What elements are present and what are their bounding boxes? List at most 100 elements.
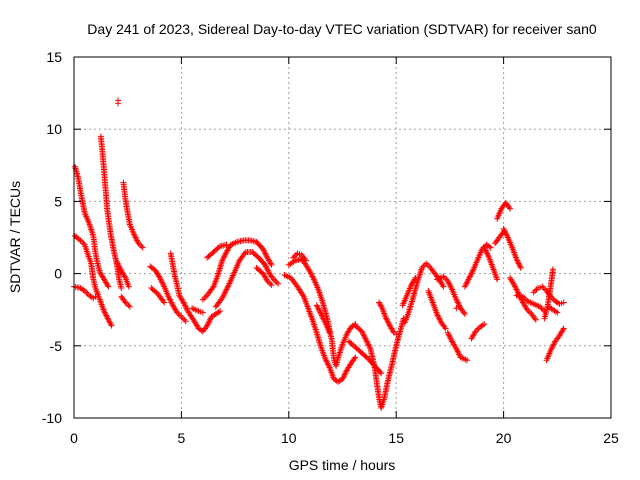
data-point bbox=[202, 293, 209, 300]
data-point bbox=[183, 305, 190, 312]
data-point bbox=[512, 285, 519, 292]
data-point bbox=[315, 305, 322, 312]
data-point bbox=[511, 282, 518, 289]
data-point bbox=[76, 236, 83, 243]
y-tick-label: -5 bbox=[50, 338, 63, 354]
data-point bbox=[505, 204, 512, 211]
data-point bbox=[222, 287, 229, 294]
data-point bbox=[181, 302, 188, 309]
data-point bbox=[133, 235, 140, 242]
data-point bbox=[504, 233, 511, 240]
data-point bbox=[223, 241, 230, 248]
data-point bbox=[102, 311, 109, 318]
data-point bbox=[444, 329, 451, 336]
data-point bbox=[482, 247, 489, 254]
data-point bbox=[134, 237, 141, 244]
data-point bbox=[115, 97, 122, 104]
data-point bbox=[531, 315, 538, 322]
data-point bbox=[547, 347, 554, 354]
data-point bbox=[123, 300, 130, 307]
data-point bbox=[205, 319, 212, 326]
data-point bbox=[479, 322, 486, 329]
data-point bbox=[302, 257, 309, 264]
data-point bbox=[390, 328, 397, 335]
data-point bbox=[224, 283, 231, 290]
data-point bbox=[446, 334, 453, 341]
data-point bbox=[318, 312, 325, 319]
data-point bbox=[223, 286, 230, 293]
data-point bbox=[118, 285, 125, 292]
y-tick-label: -10 bbox=[42, 410, 62, 426]
data-point bbox=[393, 331, 400, 338]
series-track-an bbox=[541, 266, 557, 322]
data-point bbox=[268, 261, 275, 268]
data-point bbox=[270, 276, 277, 283]
y-tick-label: 15 bbox=[46, 49, 62, 65]
data-point bbox=[81, 287, 88, 294]
series-track-b bbox=[72, 233, 115, 329]
data-point bbox=[435, 313, 442, 320]
data-point bbox=[514, 257, 521, 264]
data-point bbox=[484, 250, 491, 257]
data-point bbox=[157, 276, 164, 283]
data-point bbox=[412, 274, 419, 281]
series-track-u bbox=[352, 315, 407, 411]
data-point bbox=[220, 292, 227, 299]
data-point bbox=[268, 282, 275, 289]
data-point bbox=[445, 279, 452, 286]
data-point bbox=[352, 354, 359, 361]
data-point bbox=[444, 277, 451, 284]
data-point bbox=[316, 308, 323, 315]
data-point bbox=[138, 243, 145, 250]
data-point bbox=[222, 289, 229, 296]
data-point bbox=[474, 326, 481, 333]
data-point bbox=[517, 264, 524, 271]
data-point bbox=[181, 300, 188, 307]
data-point bbox=[527, 309, 534, 316]
data-point bbox=[264, 266, 271, 273]
data-point bbox=[365, 342, 372, 349]
data-point bbox=[454, 347, 461, 354]
data-point bbox=[514, 287, 521, 294]
series-track-ad bbox=[461, 241, 494, 290]
series-track-ac bbox=[453, 303, 462, 312]
data-point bbox=[320, 315, 327, 322]
data-point bbox=[220, 254, 227, 261]
series-track-i bbox=[147, 263, 189, 325]
data-point bbox=[461, 311, 468, 318]
series-track-h bbox=[118, 293, 133, 310]
data-point bbox=[309, 273, 316, 280]
series-track-ae bbox=[468, 321, 488, 342]
data-point bbox=[453, 296, 460, 303]
data-point bbox=[221, 290, 228, 297]
data-point bbox=[263, 264, 270, 271]
data-point bbox=[532, 287, 539, 294]
data-point bbox=[454, 299, 461, 306]
data-point bbox=[420, 263, 427, 270]
data-point bbox=[418, 264, 425, 271]
data-point bbox=[199, 309, 206, 316]
data-point bbox=[383, 316, 390, 323]
x-tick-label: 15 bbox=[388, 430, 404, 446]
data-point bbox=[323, 358, 330, 365]
data-point bbox=[513, 256, 520, 263]
data-point bbox=[446, 332, 453, 339]
data-point bbox=[260, 247, 267, 254]
data-point bbox=[455, 350, 462, 357]
data-point bbox=[456, 351, 463, 358]
data-point bbox=[168, 299, 175, 306]
data-point bbox=[273, 279, 280, 286]
data-point bbox=[135, 240, 142, 247]
data-point bbox=[481, 244, 488, 251]
x-tick-label: 10 bbox=[281, 430, 297, 446]
data-point bbox=[411, 276, 418, 283]
data-point bbox=[446, 280, 453, 287]
data-point bbox=[219, 257, 226, 264]
y-axis-title: SDTVAR / TECUs bbox=[7, 181, 23, 293]
data-point bbox=[159, 280, 166, 287]
data-point bbox=[101, 308, 108, 315]
data-point bbox=[441, 274, 448, 281]
data-point bbox=[78, 238, 85, 245]
series-track-j bbox=[167, 250, 224, 335]
data-point bbox=[426, 263, 433, 270]
